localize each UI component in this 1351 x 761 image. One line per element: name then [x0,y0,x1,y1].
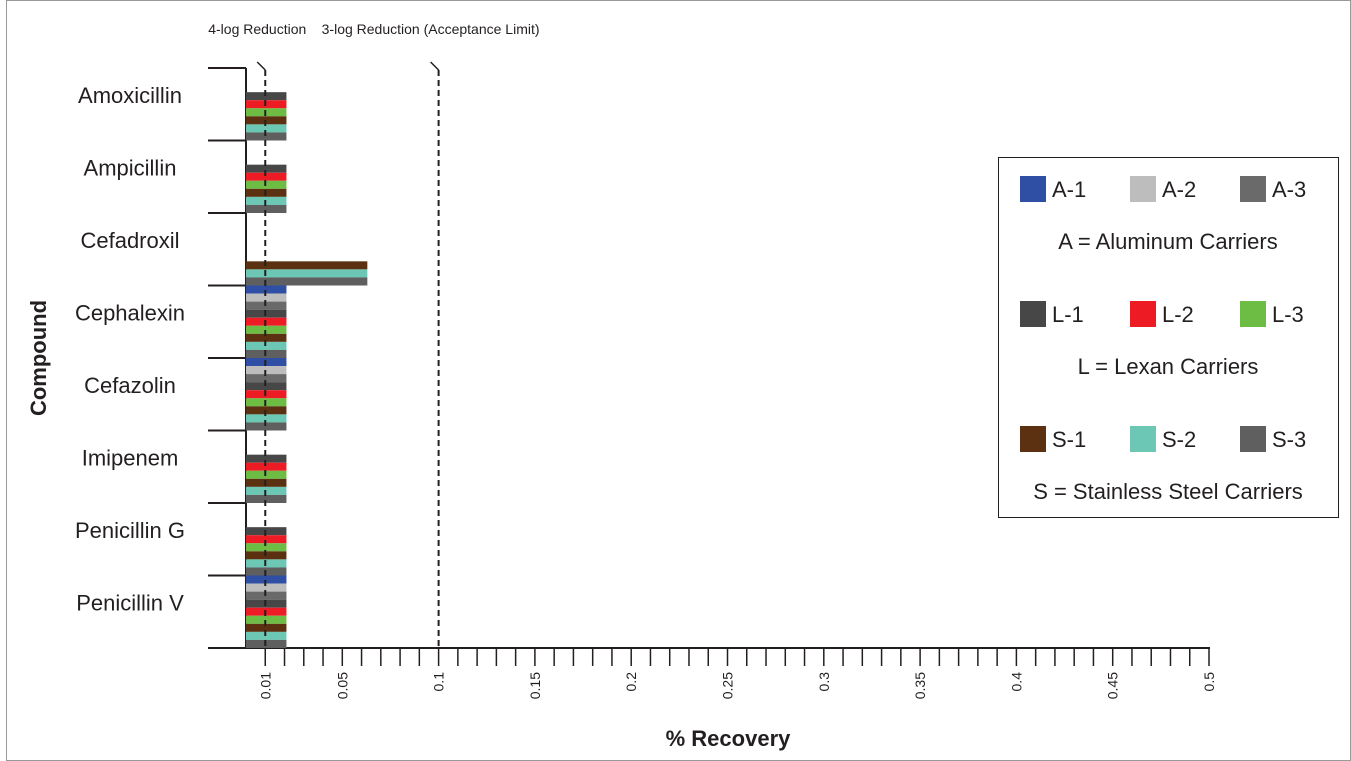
x-tick-label: 0.25 [720,672,736,699]
bar [246,277,368,286]
reference-leader [430,61,440,71]
bar [246,325,287,334]
legend-label: A-3 [1272,177,1306,202]
x-axis-title: % Recovery [666,726,792,751]
bar [246,583,287,592]
bar [246,414,287,423]
legend-label: L-2 [1162,302,1194,327]
x-tick-label: 0.15 [527,672,543,699]
x-tick-label: 0.2 [623,672,639,692]
y-tick-label: Amoxicillin [78,83,182,108]
bar [246,615,287,624]
bar [246,382,287,391]
legend-label: A-2 [1162,177,1196,202]
legend-swatch [1130,426,1156,452]
legend-swatch [1020,301,1046,327]
x-tick-label: 0.3 [816,672,832,692]
reference-label: 3-log Reduction (Acceptance Limit) [322,21,540,37]
y-tick-label: Cefadroxil [80,228,179,253]
bar [246,454,287,463]
legend-label: L-1 [1052,302,1084,327]
bar [246,261,368,270]
legend-swatch [1020,426,1046,452]
legend-swatch [1130,301,1156,327]
x-tick-label: 0.35 [912,672,928,699]
x-tick-label: 0.1 [431,672,447,692]
legend-label: S-2 [1162,427,1196,452]
legend-swatch [1130,176,1156,202]
y-axis-title: Compound [26,300,51,416]
bar [246,494,287,503]
bar [246,374,287,383]
legend [998,157,1339,518]
y-tick-label: Penicillin V [76,590,184,615]
x-tick-label: 0.05 [334,672,350,699]
bar [246,422,287,431]
y-tick-label: Cephalexin [75,300,185,325]
y-tick-label: Cefazolin [84,373,176,398]
legend-label: S-1 [1052,427,1086,452]
y-tick-label: Imipenem [82,445,179,470]
bar [246,285,287,294]
bar [246,132,287,141]
bar [246,575,287,584]
legend-note: A = Aluminum Carriers [1058,229,1277,254]
x-tick-label: 0.5 [1201,672,1217,692]
bar [246,172,287,181]
bar [246,623,287,632]
legend-swatch [1240,301,1266,327]
y-tick-label: Penicillin G [75,518,185,543]
bar [246,535,287,544]
bar [246,462,287,471]
legend-swatch [1240,426,1266,452]
legend-note: S = Stainless Steel Carriers [1033,479,1303,504]
x-tick-label: 0.45 [1105,672,1121,699]
bar [246,204,287,213]
bar [246,124,287,133]
legend-note: L = Lexan Carriers [1078,354,1259,379]
bar [246,293,287,302]
bar [246,333,287,342]
bar [246,164,287,173]
reference-label: 4-log Reduction [208,21,306,37]
bar [246,92,287,101]
legend-swatch [1240,176,1266,202]
legend-label: S-3 [1272,427,1306,452]
legend-label: A-1 [1052,177,1086,202]
x-tick-label: 0.4 [1008,672,1024,692]
reference-leader [256,61,266,71]
y-tick-label: Ampicillin [84,155,177,180]
bar [246,269,368,278]
legend-swatch [1020,176,1046,202]
bar [246,543,287,552]
x-tick-label: 0.01 [257,672,273,699]
legend-label: L-3 [1272,302,1304,327]
